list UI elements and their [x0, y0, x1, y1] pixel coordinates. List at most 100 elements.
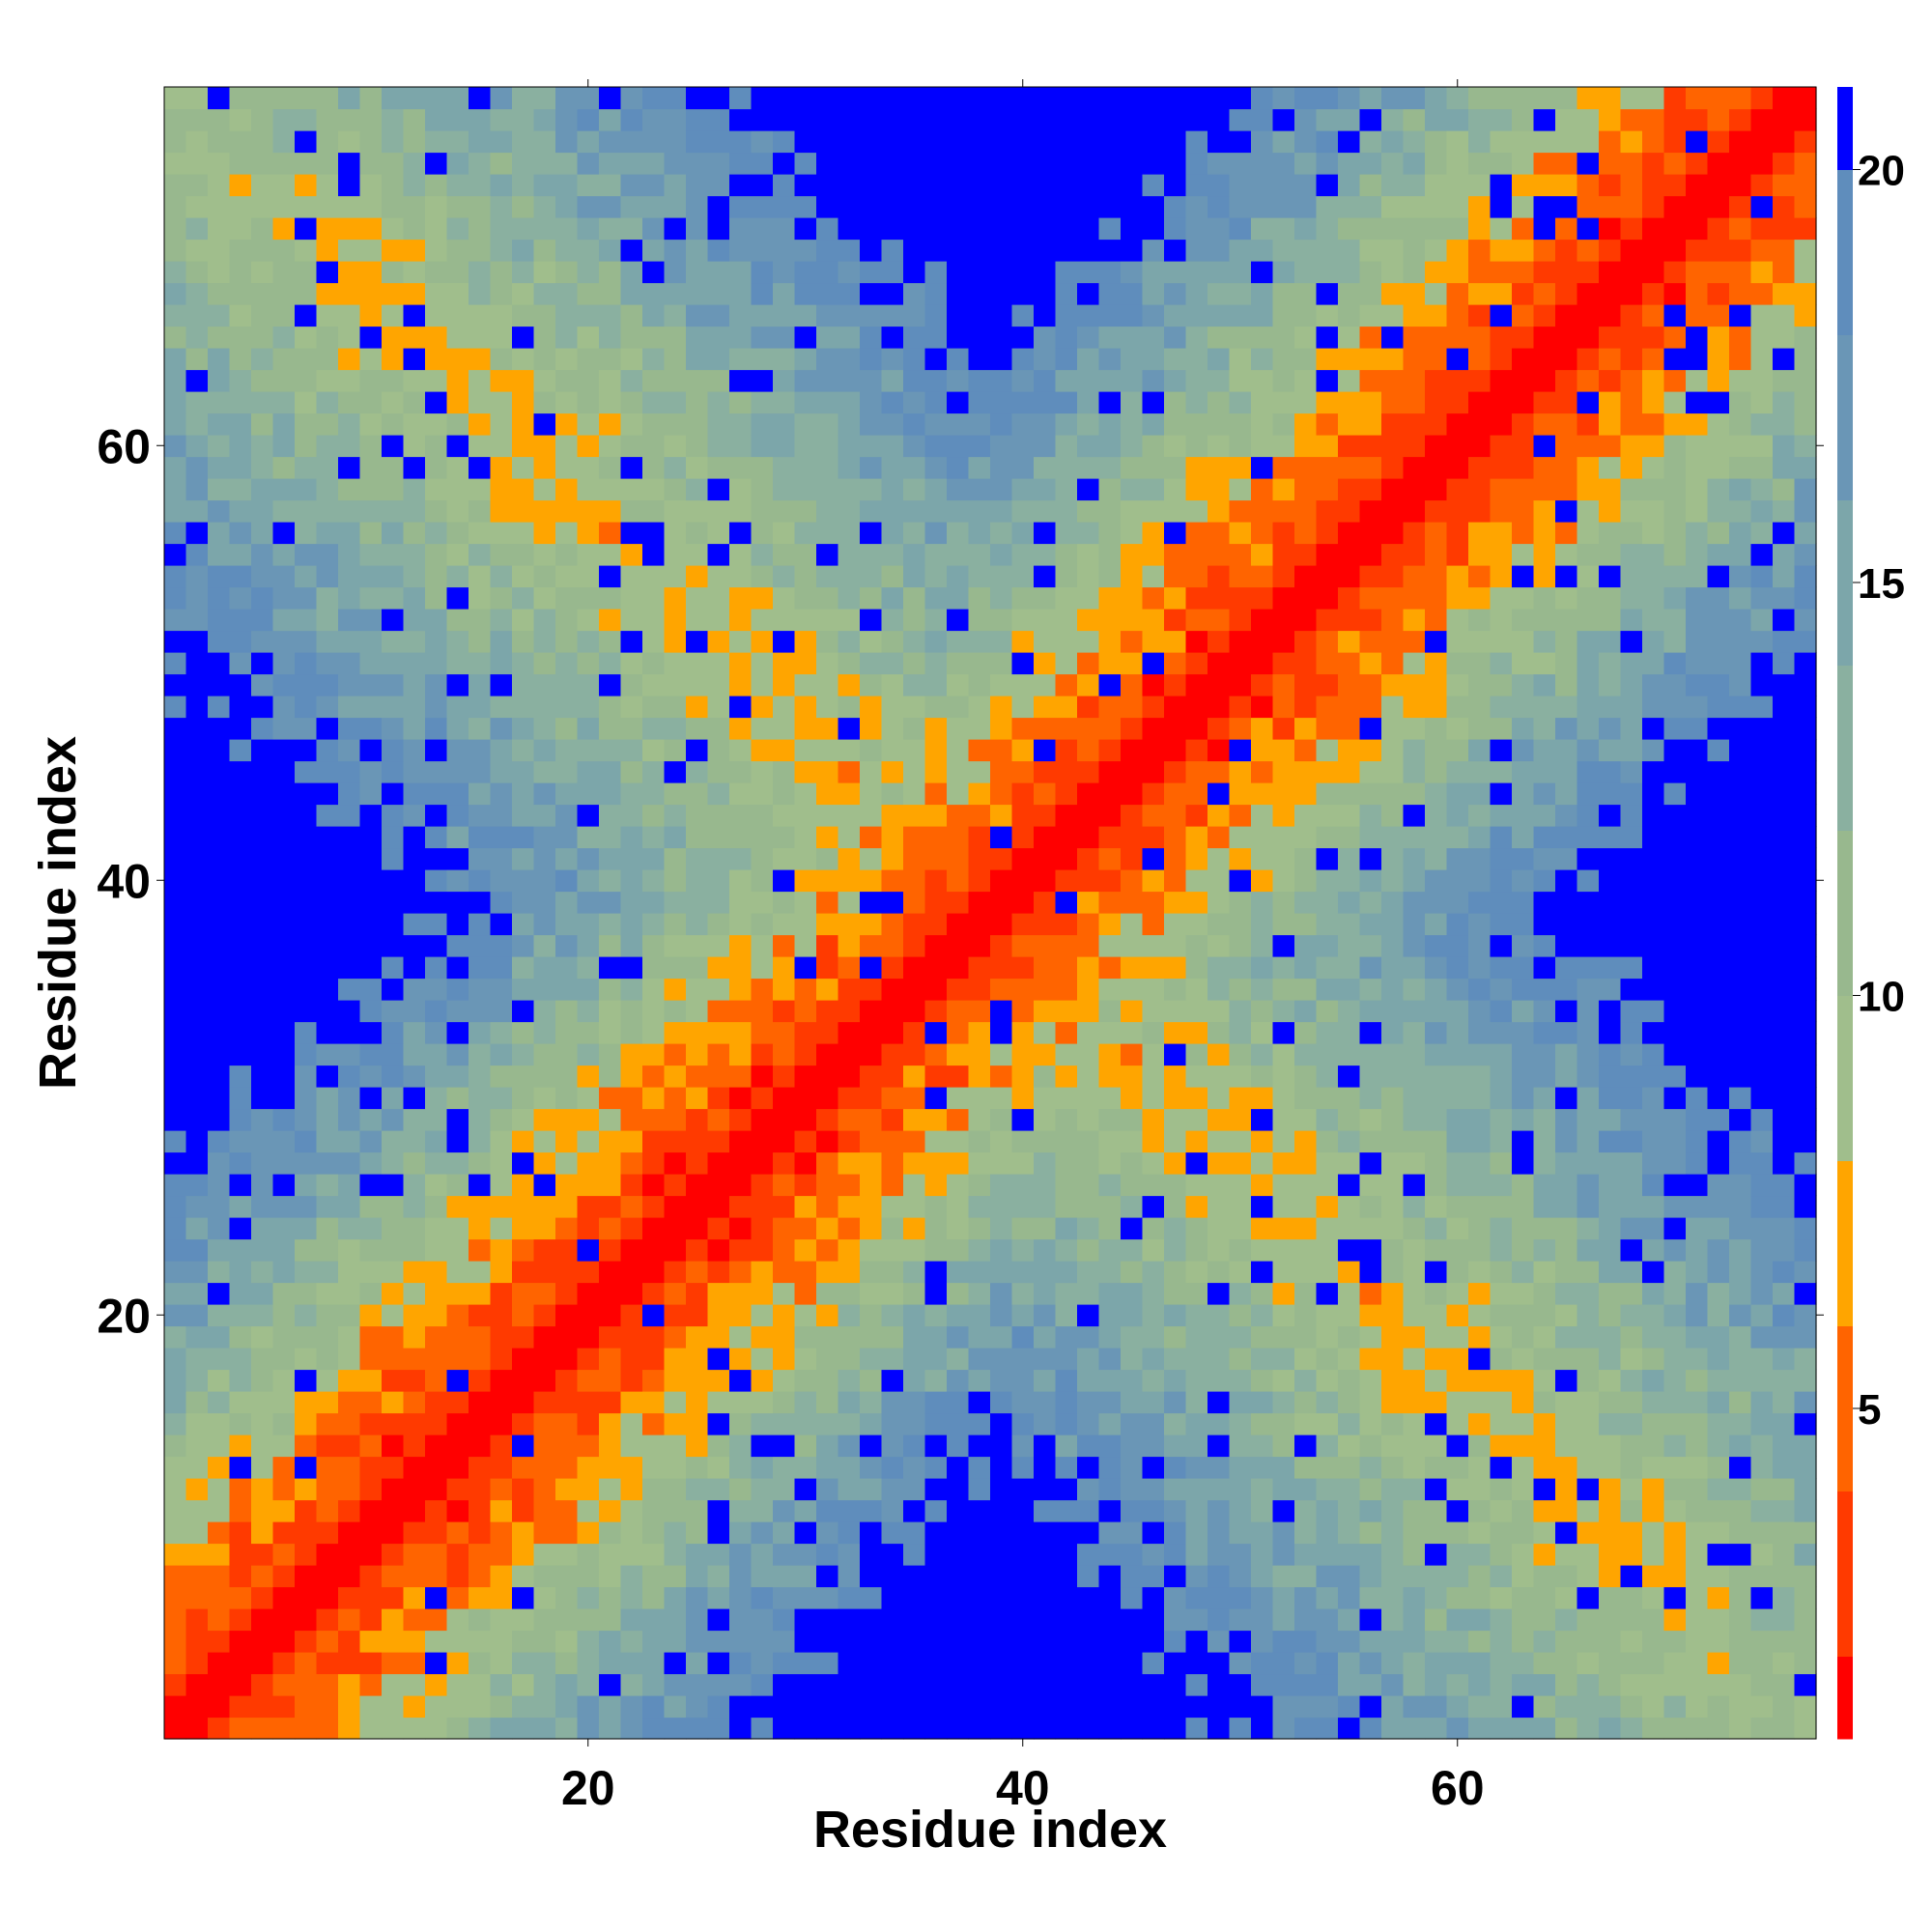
heatmap-cell: [164, 1608, 187, 1632]
heatmap-cell: [947, 282, 970, 305]
heatmap-cell: [1185, 239, 1208, 262]
heatmap-cell: [1359, 1217, 1382, 1240]
heatmap-cell: [164, 1238, 187, 1262]
heatmap-cell: [751, 412, 774, 436]
heatmap-cell: [316, 1499, 339, 1522]
heatmap-cell: [533, 1282, 556, 1305]
heatmap-cell: [272, 1348, 296, 1371]
heatmap-cell: [860, 565, 883, 588]
heatmap-cell: [794, 261, 817, 284]
heatmap-cell: [1533, 739, 1556, 762]
heatmap-cell: [229, 1238, 252, 1262]
heatmap-cell: [555, 1435, 579, 1458]
heatmap-cell: [1055, 1151, 1078, 1175]
heatmap-cell: [555, 586, 579, 610]
heatmap-cell: [1229, 174, 1252, 197]
heatmap-cell: [1490, 891, 1513, 914]
heatmap-cell: [620, 673, 643, 696]
heatmap-cell: [1034, 1325, 1057, 1349]
heatmap-cell: [425, 1391, 448, 1414]
heatmap-cell: [1316, 217, 1339, 241]
heatmap-cell: [1425, 1565, 1448, 1588]
heatmap-cell: [185, 1521, 209, 1545]
heatmap-cell: [1208, 499, 1231, 523]
heatmap-cell: [947, 1304, 970, 1327]
heatmap-cell: [1034, 956, 1057, 980]
heatmap-cell: [599, 1000, 622, 1023]
heatmap-cell: [1446, 412, 1469, 436]
heatmap-cell: [1425, 760, 1448, 783]
heatmap-cell: [1055, 326, 1078, 349]
heatmap-cell: [382, 1217, 405, 1240]
heatmap-cell: [577, 1652, 600, 1675]
heatmap-cell: [490, 782, 513, 806]
heatmap-cell: [642, 456, 666, 479]
heatmap-cell: [1577, 1195, 1600, 1218]
heatmap-cell: [860, 543, 883, 566]
heatmap-cell: [577, 195, 600, 218]
heatmap-cell: [316, 1195, 339, 1218]
heatmap-cell: [1512, 522, 1535, 545]
heatmap-cell: [208, 847, 231, 870]
heatmap-cell: [1164, 739, 1187, 762]
heatmap-cell: [664, 391, 687, 414]
heatmap-cell: [185, 673, 209, 696]
heatmap-cell: [1381, 261, 1405, 284]
heatmap-cell: [295, 326, 318, 349]
heatmap-cell: [490, 630, 513, 653]
heatmap-cell: [1034, 1391, 1057, 1414]
heatmap-cell: [403, 956, 426, 980]
heatmap-cell: [1512, 152, 1535, 175]
heatmap-cell: [838, 673, 861, 696]
heatmap-cell: [773, 1043, 796, 1066]
heatmap-cell: [1229, 1586, 1252, 1609]
heatmap-cell: [403, 1695, 426, 1719]
heatmap-cell: [1077, 456, 1100, 479]
heatmap-cell: [382, 1000, 405, 1023]
heatmap-cell: [446, 1543, 469, 1566]
heatmap-cell: [1185, 348, 1208, 371]
heatmap-cell: [403, 586, 426, 610]
heatmap-cell: [295, 717, 318, 740]
heatmap-cell: [425, 304, 448, 327]
heatmap-cell: [794, 174, 817, 197]
heatmap-cell: [838, 1130, 861, 1153]
heatmap-cell: [773, 1195, 796, 1218]
heatmap-cell: [1121, 1282, 1144, 1305]
heatmap-cell: [359, 499, 383, 523]
heatmap-cell: [251, 804, 274, 827]
heatmap-cell: [1425, 804, 1448, 827]
heatmap-cell: [164, 1521, 187, 1545]
heatmap-cell: [664, 913, 687, 936]
heatmap-cell: [359, 174, 383, 197]
heatmap-cell: [1077, 1021, 1100, 1044]
heatmap-cell: [1446, 1435, 1469, 1458]
heatmap-cell: [664, 1630, 687, 1653]
heatmap-cell: [1055, 609, 1078, 632]
heatmap-cell: [990, 108, 1013, 131]
heatmap-cell: [1555, 1478, 1578, 1501]
heatmap-cell: [533, 174, 556, 197]
heatmap-cell: [490, 522, 513, 545]
heatmap-cell: [751, 1543, 774, 1566]
heatmap-cell: [1512, 1238, 1535, 1262]
heatmap-cell: [924, 739, 948, 762]
heatmap-cell: [208, 1304, 231, 1327]
heatmap-cell: [512, 1108, 535, 1131]
heatmap-cell: [968, 478, 991, 501]
heatmap-cell: [1468, 956, 1492, 980]
heatmap-cell: [707, 826, 730, 849]
heatmap-cell: [1316, 1130, 1339, 1153]
heatmap-cell: [1229, 847, 1252, 870]
heatmap-cell: [990, 1065, 1013, 1088]
heatmap-cell: [860, 1348, 883, 1371]
heatmap-cell: [1011, 1478, 1035, 1501]
heatmap-cell: [490, 1261, 513, 1284]
heatmap-cell: [1294, 326, 1318, 349]
heatmap-cell: [1229, 217, 1252, 241]
heatmap-cell: [1316, 1108, 1339, 1131]
heatmap-cell: [838, 391, 861, 414]
heatmap-cell: [642, 1717, 666, 1740]
heatmap-cell: [1490, 760, 1513, 783]
heatmap-cell: [968, 261, 991, 284]
